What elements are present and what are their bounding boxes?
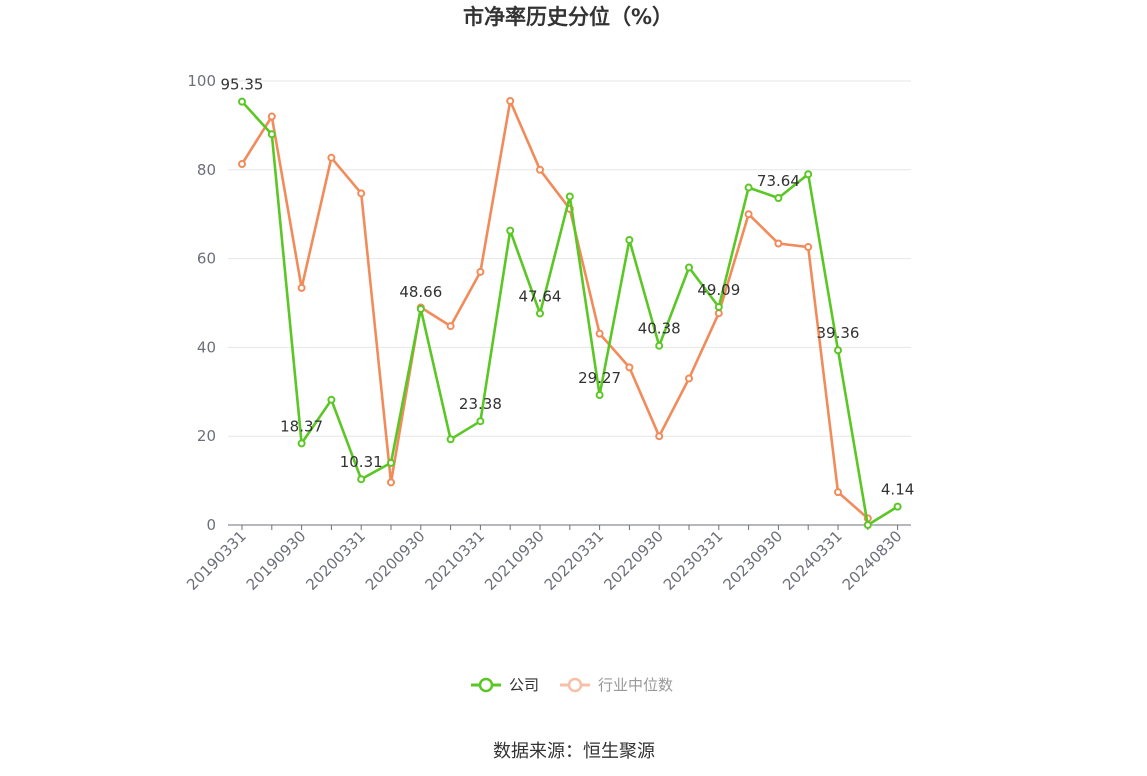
data-point xyxy=(536,309,544,318)
data-point xyxy=(625,235,634,244)
data-label: 29.27 xyxy=(578,369,621,387)
x-tick-label: 20190331 xyxy=(183,527,250,594)
data-label: 40.38 xyxy=(638,320,681,338)
data-point xyxy=(446,322,455,331)
data-labels: 95.35 18.37 10.31 48.66 23.38 47.64 29.27 40.38… xyxy=(221,76,915,499)
data-point xyxy=(506,96,515,105)
data-point xyxy=(267,112,276,121)
data-point xyxy=(804,243,813,252)
y-tick-label: 100 xyxy=(187,72,216,90)
data-point xyxy=(714,303,723,312)
data-point xyxy=(238,160,246,169)
data-point xyxy=(327,153,336,162)
data-point xyxy=(595,329,604,338)
data-point xyxy=(565,192,574,201)
data-point xyxy=(685,374,693,383)
data-label: 10.31 xyxy=(340,453,383,471)
data-label: 48.66 xyxy=(399,283,442,301)
x-tick-label: 20190930 xyxy=(243,527,310,594)
series-layer xyxy=(238,96,902,529)
x-tick-label: 20220930 xyxy=(600,527,667,594)
source-text: 数据来源：恒生聚源 xyxy=(493,741,655,762)
y-axis: 0 20 40 60 80 100 xyxy=(187,72,216,534)
data-point xyxy=(744,183,753,192)
y-tick-label: 60 xyxy=(197,250,216,268)
y-tick-label: 0 xyxy=(206,516,216,534)
series-industry-median xyxy=(238,96,872,523)
x-tick-label: 20220331 xyxy=(541,527,608,594)
data-point xyxy=(387,458,395,467)
data-point xyxy=(506,226,515,235)
data-point xyxy=(685,263,693,272)
series-company xyxy=(238,97,902,529)
data-point xyxy=(476,267,485,276)
data-point xyxy=(655,432,664,441)
data-point xyxy=(446,435,455,444)
x-tick-label: 20200930 xyxy=(362,527,429,594)
data-point xyxy=(893,502,902,511)
data-point xyxy=(744,210,753,219)
data-point xyxy=(267,130,276,139)
data-point xyxy=(863,521,872,529)
data-point xyxy=(238,97,246,106)
x-tick-label: 20240331 xyxy=(779,527,846,594)
data-point xyxy=(387,478,395,487)
data-point xyxy=(327,395,336,404)
series-line xyxy=(240,99,869,520)
legend-marker xyxy=(567,677,583,693)
data-point xyxy=(357,475,366,484)
data-label: 47.64 xyxy=(519,287,562,305)
legend-item[interactable]: 行业中位数 xyxy=(560,676,673,694)
y-tick-label: 40 xyxy=(197,338,216,356)
data-label: 73.64 xyxy=(757,172,800,190)
data-point xyxy=(625,363,634,372)
legend-item[interactable]: 公司 xyxy=(471,676,539,694)
data-label: 95.35 xyxy=(221,76,264,94)
data-point xyxy=(655,341,664,350)
y-tick-label: 20 xyxy=(197,427,216,445)
x-tick-label: 20240830 xyxy=(839,527,906,594)
chart-title: 市净率历史分位（%） xyxy=(463,5,673,29)
x-tick-label: 20230930 xyxy=(720,527,787,594)
data-point xyxy=(536,165,544,174)
data-point xyxy=(476,417,485,426)
data-label: 23.38 xyxy=(459,395,502,413)
data-point xyxy=(714,309,723,318)
y-tick-label: 80 xyxy=(197,161,216,179)
data-point xyxy=(357,189,366,198)
x-tick-label: 20200331 xyxy=(302,527,369,594)
data-point xyxy=(297,439,306,448)
data-point xyxy=(834,346,842,355)
data-label: 49.09 xyxy=(697,281,740,299)
data-point xyxy=(834,488,842,497)
data-point xyxy=(416,304,425,313)
data-point xyxy=(804,170,813,179)
data-point xyxy=(774,239,783,248)
x-axis: 2019033120190930202003312020093020210331… xyxy=(183,524,911,594)
data-label: 4.14 xyxy=(881,481,914,499)
x-tick-label: 20230331 xyxy=(660,527,727,594)
x-tick-label: 20210930 xyxy=(481,527,548,594)
data-point xyxy=(595,391,604,400)
x-tick-label: 20210331 xyxy=(422,527,489,594)
data-point xyxy=(297,283,306,292)
legend[interactable]: 公司 行业中位数 xyxy=(471,676,673,694)
data-point xyxy=(774,194,783,203)
legend-label: 行业中位数 xyxy=(598,676,673,694)
legend-marker xyxy=(478,677,494,693)
legend-label: 公司 xyxy=(509,676,539,694)
data-label: 18.37 xyxy=(280,417,323,435)
data-label: 39.36 xyxy=(817,324,860,342)
